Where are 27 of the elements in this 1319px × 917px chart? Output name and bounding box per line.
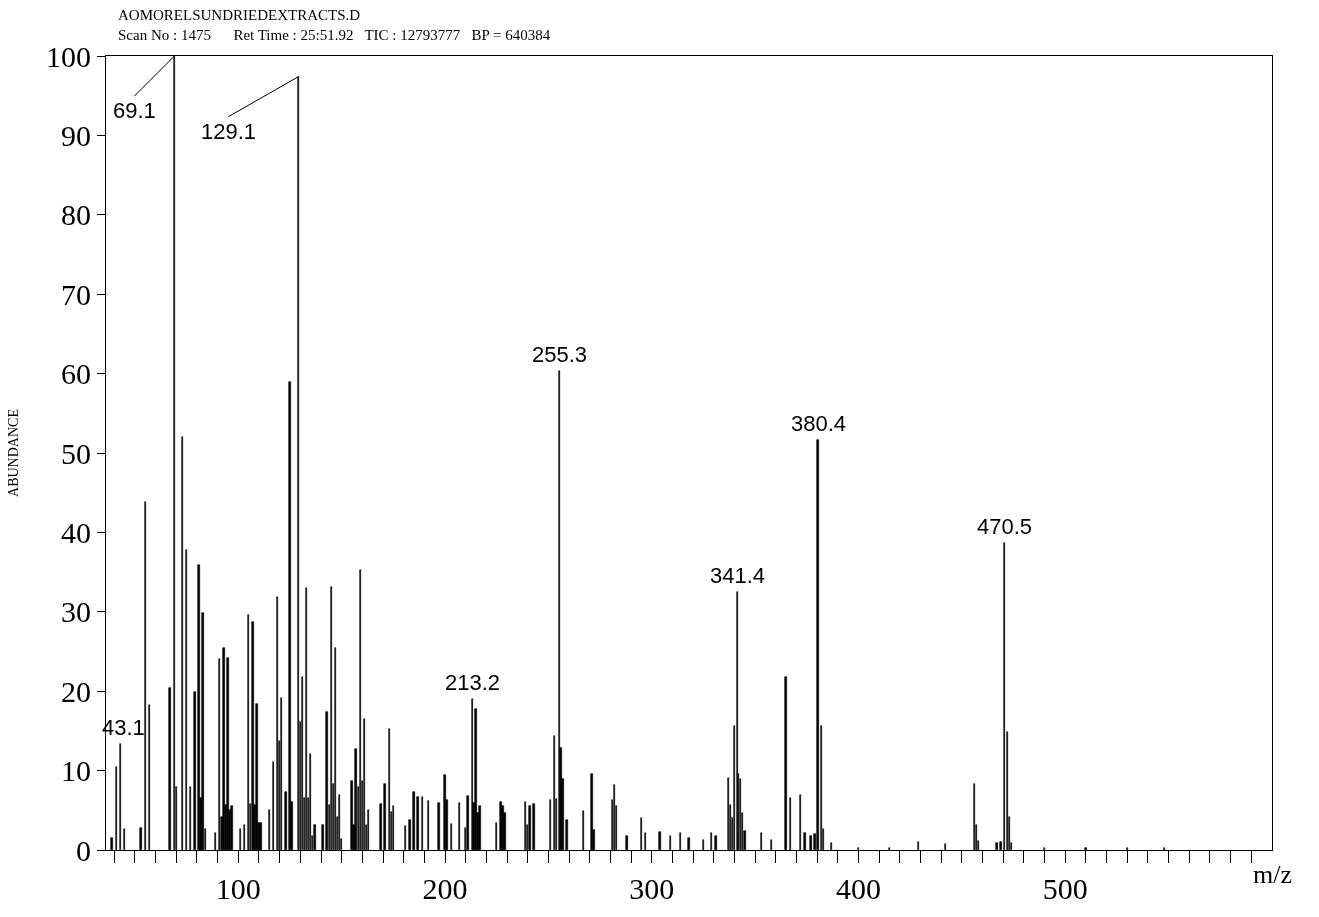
x-tick-label: 300 xyxy=(629,872,675,905)
x-tick-label: 200 xyxy=(422,872,468,905)
y-tick-label: 0 xyxy=(76,833,91,867)
x-tick-label: 400 xyxy=(836,872,882,905)
y-tick-label: 10 xyxy=(61,754,91,788)
annotation: 380.4 xyxy=(791,411,847,436)
annotation: 213.2 xyxy=(445,670,501,695)
annotation: 341.4 xyxy=(710,563,766,588)
y-tick-label: 70 xyxy=(61,277,91,311)
x-tick-label: 100 xyxy=(215,872,261,905)
chart-title: AOMORELSUNDRIEDEXTRACTS.D xyxy=(118,7,361,23)
x-tick-label: 500 xyxy=(1042,872,1088,905)
y-tick-label: 60 xyxy=(61,357,91,391)
annotation: 69.1 xyxy=(113,98,156,123)
annotation: 255.3 xyxy=(532,342,588,367)
y-tick-label: 90 xyxy=(61,118,91,152)
y-tick-label: 100 xyxy=(46,39,91,73)
y-axis-title: ABUNDANCE xyxy=(5,409,21,497)
chart-subtitle: Scan No : 1475 Ret Time : 25:51.92 TIC : 12793777 BP = 640384 xyxy=(118,26,551,43)
y-tick-label: 20 xyxy=(61,674,91,708)
y-tick-label: 50 xyxy=(61,436,91,470)
y-tick-label: 80 xyxy=(61,198,91,232)
y-tick-label: 30 xyxy=(61,595,91,629)
y-tick-label: 40 xyxy=(61,515,91,549)
annotation: 470.5 xyxy=(977,514,1033,539)
x-axis-title: m/z xyxy=(1253,860,1292,889)
annotation: 129.1 xyxy=(201,119,257,144)
